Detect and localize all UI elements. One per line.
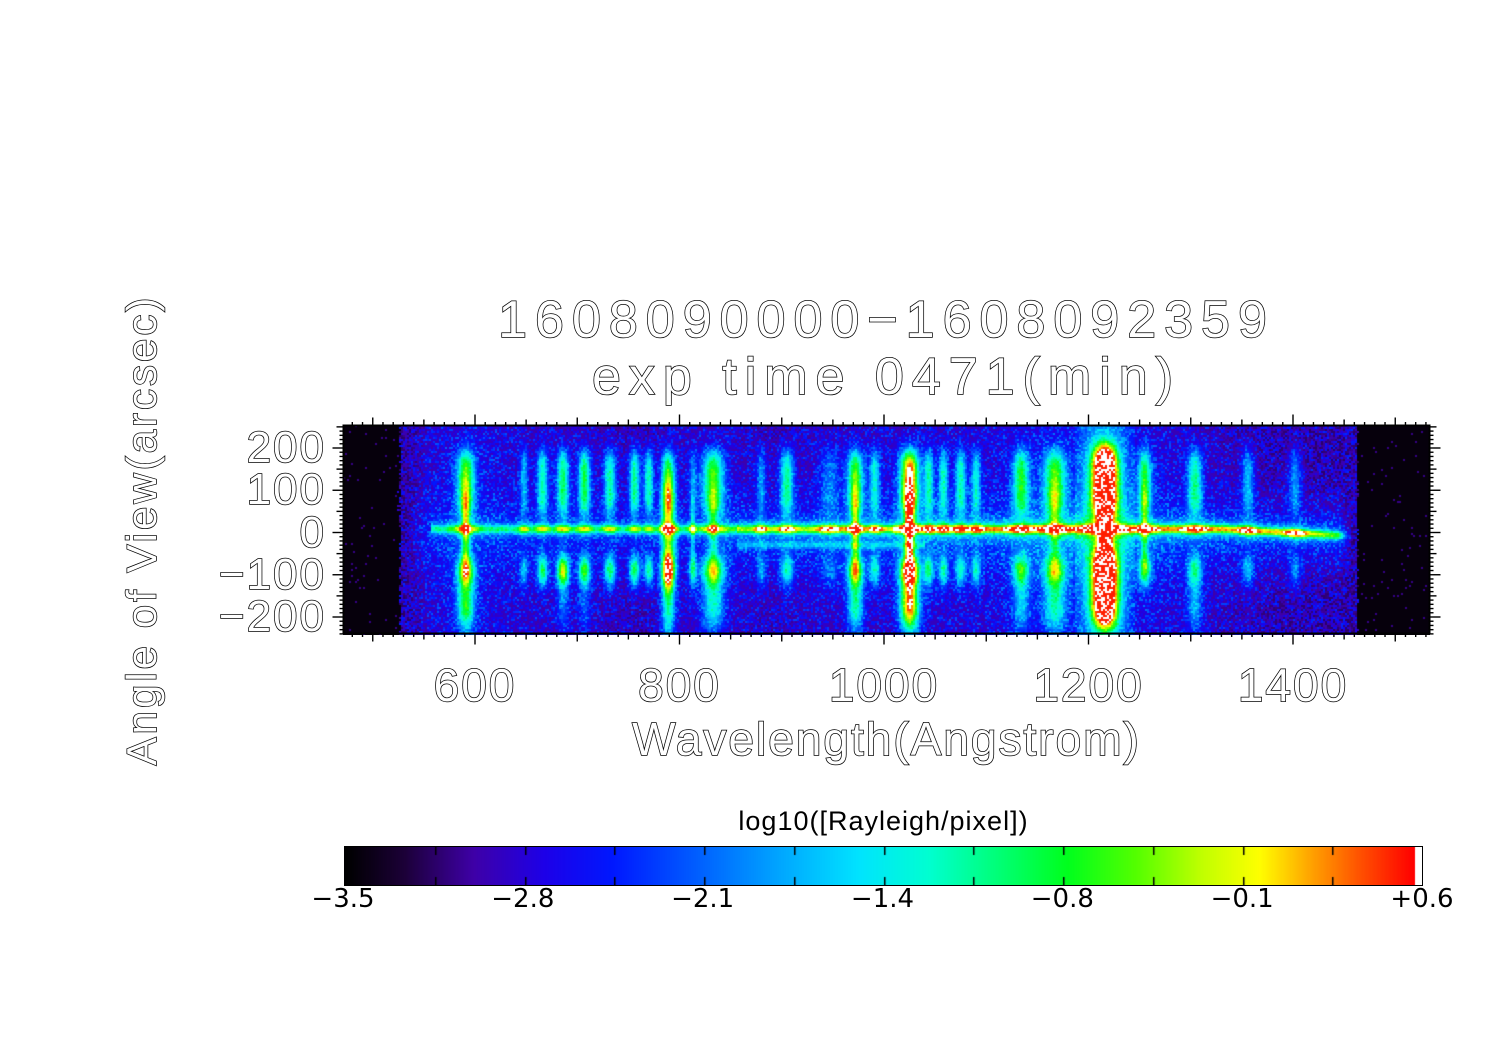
- colorbar-title: log10([Rayleigh/pixel]): [738, 806, 1029, 836]
- x-axis-title: Wavelength(Angstrom): [631, 712, 1141, 766]
- colorbar-tick-label: +0.6: [1390, 884, 1454, 914]
- plot-title: 1608090000−1608092359: [497, 290, 1275, 350]
- plot-subtitle: exp time 0471(min): [591, 347, 1182, 407]
- y-axis-title: Angle of View(arcsec): [117, 294, 166, 766]
- spectrogram-image: [343, 425, 1430, 635]
- colorbar-tick-label: −0.8: [1030, 884, 1094, 914]
- x-tick-label: 1000: [828, 658, 940, 712]
- y-tick-label: 200: [246, 422, 326, 473]
- y-tick-label: −100: [218, 549, 326, 600]
- y-tick-label: −200: [218, 591, 326, 642]
- colorbar: [344, 846, 1423, 886]
- x-tick-label: 600: [433, 658, 517, 712]
- colorbar-tick-label: −2.1: [671, 884, 735, 914]
- x-tick-label: 1200: [1033, 658, 1144, 712]
- x-tick-label: 1400: [1237, 658, 1349, 712]
- colorbar-tick-label: −3.5: [311, 884, 375, 914]
- colorbar-tick-label: −2.8: [491, 884, 555, 914]
- colorbar-tick-label: −0.1: [1210, 884, 1274, 914]
- colorbar-tick-label: −1.4: [850, 884, 915, 914]
- y-tick-label: 0: [299, 507, 326, 558]
- x-tick-label: 800: [637, 658, 721, 712]
- y-tick-label: 100: [246, 465, 326, 516]
